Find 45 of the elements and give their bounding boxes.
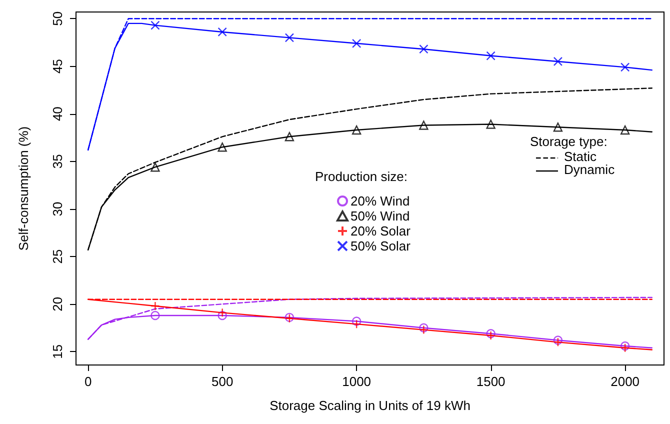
y-axis-title: Self-consumption (%) [16, 126, 31, 251]
y-tick-label: 20 [50, 296, 65, 312]
point [352, 38, 362, 48]
point [284, 132, 294, 142]
annotation: Dynamic [564, 162, 616, 177]
point [486, 120, 496, 129]
legend-label: 20% Wind [350, 194, 410, 208]
legend-label: 50% Solar [350, 238, 412, 254]
point [553, 56, 563, 66]
point [352, 316, 362, 326]
point [150, 310, 160, 320]
y-tick-label: 40 [50, 106, 65, 122]
x-tick-label: 0 [84, 374, 92, 389]
point [553, 122, 563, 132]
y-tick-label: 35 [50, 154, 65, 169]
x-tick-label: 500 [211, 374, 234, 389]
point [218, 142, 227, 152]
x-tick-label: 2000 [610, 374, 640, 389]
y-tick-label: 30 [50, 202, 65, 216]
legend-label: 50% Wind [350, 208, 410, 224]
point [150, 162, 160, 172]
text: Storage type: [530, 134, 608, 149]
text: Production size: [315, 169, 408, 184]
annotation: Static [564, 149, 598, 164]
point [419, 44, 428, 54]
x-axis-title: Storage Scaling in Units of 19 kWh [270, 398, 470, 413]
point [150, 301, 160, 311]
point [218, 308, 227, 318]
x-tick-label: 1000 [342, 374, 372, 389]
y-tick-label: 45 [50, 59, 65, 74]
legend-label: 20% Solar [350, 224, 412, 238]
point [620, 125, 630, 135]
y-tick-label: 50 [50, 11, 65, 26]
y-tick-label: 25 [50, 249, 65, 264]
point [218, 310, 227, 320]
point [352, 319, 362, 329]
point [620, 62, 630, 72]
point [352, 125, 362, 135]
point [284, 33, 294, 42]
point [218, 27, 227, 37]
point [150, 20, 160, 30]
y-tick-label: 15 [50, 344, 65, 359]
point [419, 120, 428, 130]
point [486, 51, 496, 60]
x-tick-label: 1500 [476, 374, 506, 389]
